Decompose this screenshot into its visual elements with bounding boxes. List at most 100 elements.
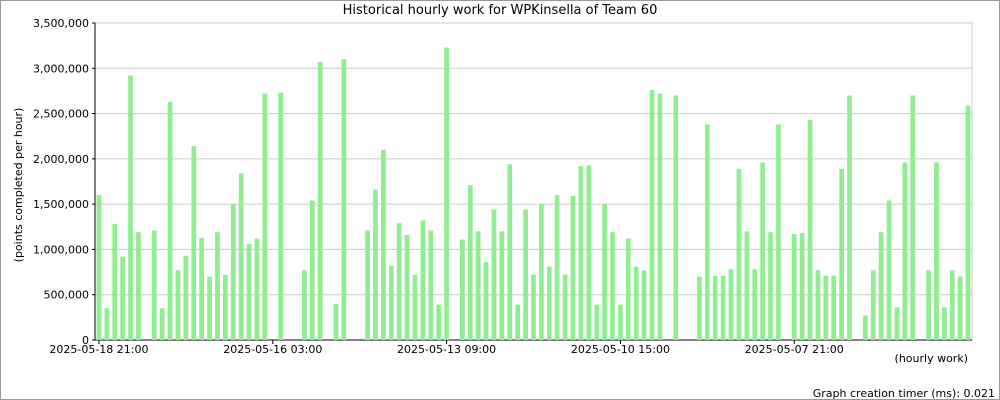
bar	[934, 162, 939, 340]
bar	[586, 165, 592, 340]
bar	[791, 234, 797, 340]
bar	[499, 231, 505, 340]
bar	[420, 220, 426, 340]
bar	[894, 307, 900, 340]
bar	[396, 223, 402, 340]
chart-title: Historical hourly work for WPKinsella of…	[343, 3, 658, 18]
bar	[167, 101, 173, 340]
y-tick-label: 500,000	[44, 289, 90, 302]
bar	[926, 270, 931, 340]
bar	[870, 270, 876, 340]
bar	[136, 232, 141, 340]
bar	[507, 164, 513, 340]
bar	[428, 230, 434, 340]
bar	[412, 274, 418, 340]
bar	[641, 270, 647, 340]
x-tick-label: 2025-05-18 21:00	[49, 343, 148, 356]
bar	[878, 232, 884, 340]
bar	[965, 105, 971, 340]
bar	[515, 304, 521, 340]
bar	[602, 204, 607, 340]
bar	[633, 266, 639, 340]
bar	[539, 204, 544, 340]
bar	[839, 168, 845, 340]
bar	[736, 168, 742, 340]
y-axis-label: (points completed per hour)	[12, 108, 25, 263]
bar	[230, 204, 236, 340]
bar	[562, 274, 568, 340]
x-tick-label: 2025-05-07 21:00	[745, 343, 844, 356]
bar	[578, 166, 584, 340]
bar	[776, 124, 781, 340]
bar	[673, 95, 679, 340]
bar	[467, 185, 473, 340]
bar	[949, 270, 955, 340]
x-tick-label: 2025-05-10 15:00	[571, 343, 670, 356]
bar	[618, 304, 623, 340]
bar	[381, 149, 386, 340]
bar	[191, 146, 197, 340]
x-tick-label: 2025-05-16 03:00	[223, 343, 322, 356]
bar	[104, 308, 110, 340]
bar	[159, 308, 165, 340]
bar	[373, 189, 378, 340]
bar	[720, 275, 726, 340]
bar	[768, 232, 773, 340]
bar	[910, 95, 916, 340]
bar	[902, 162, 908, 340]
bar	[175, 270, 181, 340]
bar	[317, 61, 323, 341]
bar	[807, 119, 813, 340]
bar	[744, 231, 750, 340]
bar	[886, 200, 892, 340]
bar	[404, 234, 410, 340]
bar	[341, 59, 347, 340]
bar	[610, 232, 615, 340]
bar	[388, 265, 394, 340]
bar	[262, 93, 268, 340]
bar	[847, 95, 852, 340]
y-tick-label: 2,000,000	[33, 153, 89, 166]
bar	[183, 255, 189, 340]
y-tick-label: 1,000,000	[33, 243, 89, 256]
bar	[760, 162, 765, 340]
bar	[594, 304, 600, 340]
bar	[302, 270, 307, 340]
bar	[112, 224, 118, 340]
bar	[704, 124, 710, 340]
bar	[799, 233, 805, 340]
bar	[246, 243, 252, 340]
bar	[752, 269, 758, 340]
bar	[151, 230, 157, 340]
y-tick-label: 1,500,000	[33, 198, 89, 211]
bar	[625, 238, 631, 340]
footer: Graph creation timer (ms): 0.021	[813, 387, 995, 400]
bar	[207, 276, 212, 340]
bar	[199, 237, 205, 340]
bar	[96, 195, 102, 340]
bar	[957, 276, 963, 340]
bar	[491, 209, 497, 340]
bar	[823, 275, 829, 340]
bar	[483, 262, 489, 340]
bar	[444, 47, 449, 340]
bar	[862, 315, 868, 340]
bar	[523, 209, 528, 340]
bar	[831, 275, 837, 340]
bar	[222, 274, 228, 340]
bar	[365, 230, 370, 340]
bar	[333, 303, 339, 340]
y-tick-label: 3,500,000	[33, 17, 89, 30]
bar	[436, 304, 442, 340]
bar	[238, 173, 244, 340]
x-tick-label: 2025-05-13 09:00	[397, 343, 496, 356]
bar	[657, 93, 663, 340]
bar	[570, 195, 576, 340]
bar	[728, 269, 734, 340]
bar	[531, 274, 536, 340]
bar	[215, 232, 220, 340]
bar	[254, 238, 260, 340]
bar	[697, 276, 702, 340]
